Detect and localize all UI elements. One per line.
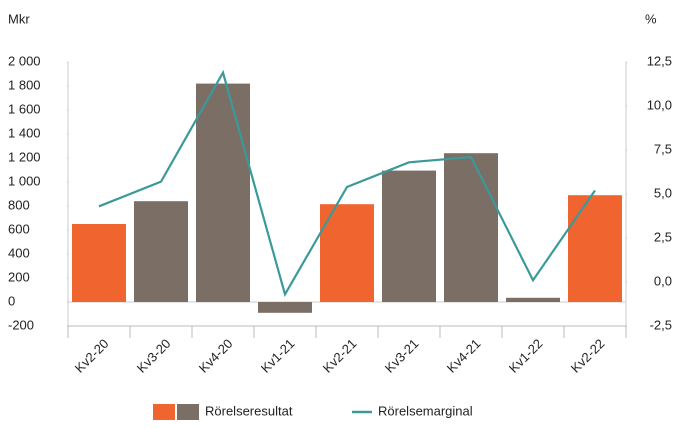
y-tick-label: -200 [8, 317, 34, 332]
y-tick-label: 1 200 [8, 149, 41, 164]
x-tick-label: Kv1-22 [506, 336, 546, 376]
y-tick-label: 0 [8, 293, 15, 308]
y2-tick-label: 0,0 [654, 273, 672, 288]
y2-tick-label: 10,0 [647, 97, 672, 112]
y-tick-label: 1 000 [8, 173, 41, 188]
y2-tick-label: 5,0 [654, 185, 672, 200]
y-tick-label: 600 [8, 221, 30, 236]
x-tick-label: Kv3-21 [382, 336, 422, 376]
bar [196, 83, 250, 302]
y2-tick-label: 7,5 [654, 141, 672, 156]
y-tick-label: 1 400 [8, 125, 41, 140]
y-tick-label: 1 600 [8, 101, 41, 116]
legend-swatch [177, 404, 199, 420]
y2-tick-label: -2,5 [650, 317, 672, 332]
x-tick-label: Kv1-21 [258, 336, 298, 376]
x-tick-label: Kv4-21 [444, 336, 484, 376]
y2-axis-label: % [645, 11, 657, 26]
bar [444, 153, 498, 302]
x-tick-label: Kv2-20 [72, 336, 112, 376]
y-tick-label: 2 000 [8, 53, 41, 68]
y-tick-label: 800 [8, 197, 30, 212]
bar [568, 195, 622, 302]
bar [72, 224, 126, 302]
x-tick-label: Kv4-20 [196, 336, 236, 376]
bar [320, 204, 374, 302]
bar [382, 170, 436, 302]
y-tick-label: 1 800 [8, 77, 41, 92]
bar [506, 297, 560, 302]
y-tick-label: 400 [8, 245, 30, 260]
legend-label: Rörelsemarginal [378, 403, 473, 418]
y2-tick-label: 2,5 [654, 229, 672, 244]
bar [134, 201, 188, 302]
legend-swatch [153, 404, 175, 420]
x-tick-label: Kv2-22 [568, 336, 608, 376]
bar [258, 302, 312, 313]
legend-label: Rörelseresultat [205, 403, 293, 418]
x-tick-label: Kv2-21 [320, 336, 360, 376]
y2-tick-label: 12,5 [647, 53, 672, 68]
y-axis-label: Mkr [8, 11, 30, 26]
x-tick-label: Kv3-20 [134, 336, 174, 376]
y-tick-label: 200 [8, 269, 30, 284]
line [98, 69, 596, 298]
